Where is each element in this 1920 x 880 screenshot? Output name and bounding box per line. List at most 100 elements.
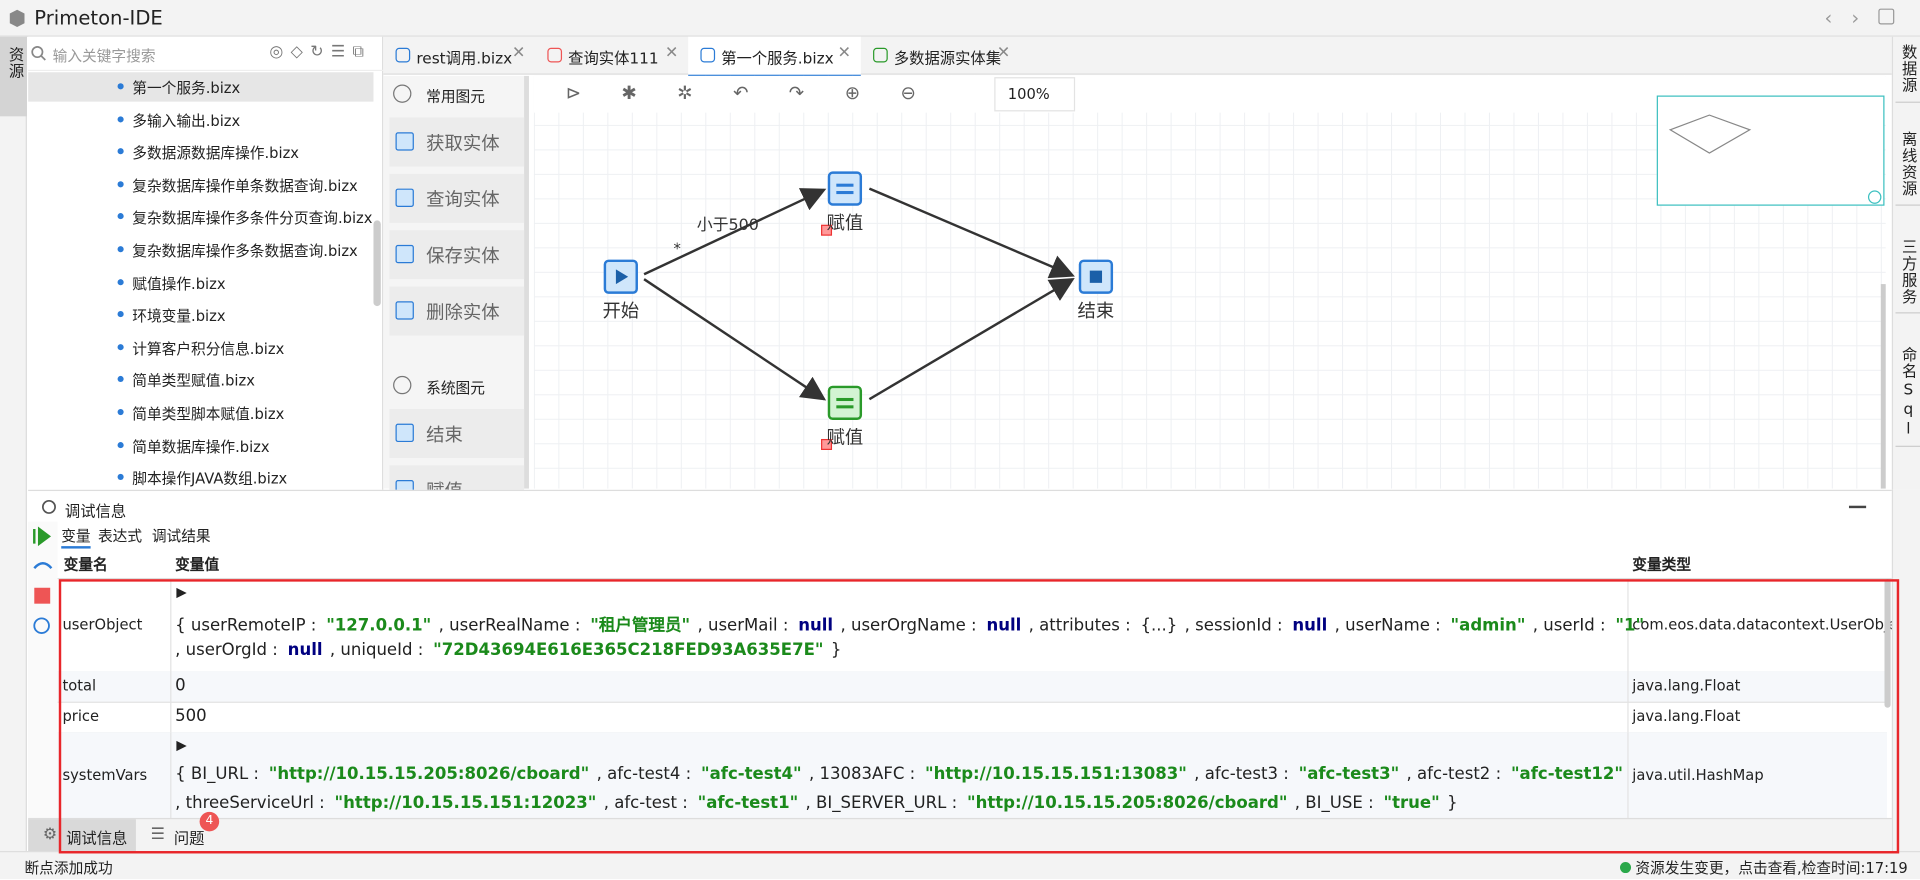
file-item[interactable]: 计算客户积分信息.bizx [28, 333, 373, 362]
bottom-tab[interactable]: ☰ 问题 4 [136, 811, 244, 851]
minimize[interactable] [1848, 505, 1867, 509]
key: , BI_USE : [1294, 793, 1374, 814]
edge[interactable] [643, 278, 827, 401]
debug-tab[interactable]: 表达式 [97, 527, 143, 545]
file-item[interactable]: 多输入输出.bizx [28, 105, 373, 134]
node-glyph [615, 269, 629, 285]
tab-close[interactable]: ✕ [511, 44, 526, 63]
file-name: 第一个服务.bizx [132, 79, 241, 97]
table-scrollbar[interactable] [1884, 579, 1891, 708]
scrollbar[interactable] [373, 220, 381, 307]
dock-tab[interactable]: 资源 [0, 36, 27, 117]
editor-tab[interactable]: 第一个服务.bizx ✕ [688, 36, 861, 78]
variable-name: price [62, 707, 100, 725]
tab-close[interactable]: ✕ [837, 44, 852, 63]
edge[interactable] [868, 277, 1075, 401]
pair: , userId : "1" [1533, 616, 1644, 636]
bottom-tab[interactable]: ⚙ 调试信息 [28, 819, 136, 852]
file-item[interactable]: 第一个服务.bizx [28, 72, 374, 102]
key: , afc-test3 : [1194, 764, 1289, 784]
explorer: 输入关键字搜索 ◎◇↻☰⧉ 第一个服务.bizx 多输入输出.bizx 多数据源数据… [28, 36, 384, 492]
edge[interactable] [643, 188, 827, 276]
palette-item[interactable]: 查询实体 [389, 173, 525, 223]
debug-tab[interactable]: 变量 [61, 525, 91, 549]
variable-row[interactable]: total java.lang.Float 0 [57, 671, 1887, 703]
search-bar[interactable]: 输入关键字搜索 ◎◇↻☰⧉ [28, 37, 384, 72]
variable-row[interactable]: systemVars java.util.HashMap ▶ { BI_URL : "h… [57, 732, 1887, 821]
file-dot [117, 278, 124, 285]
zoom-field[interactable]: 100% [994, 77, 1076, 112]
status-message: 资源发生变更，点击查看,检查时间:17:19 [1635, 859, 1908, 877]
status-right[interactable]: 资源发生变更，点击查看,检查时间:17:19 [1619, 857, 1908, 878]
file-dot [117, 246, 124, 253]
dock-tab[interactable]: 三方服务 [1895, 238, 1920, 313]
dock-tab[interactable]: 数据源 [1895, 44, 1920, 103]
tab-label: 多数据源实体集 [893, 48, 1002, 68]
debug-icon [42, 499, 56, 514]
file-name: 多数据源数据库操作.bizx [132, 144, 299, 162]
file-dot [117, 115, 124, 122]
file-item[interactable]: 多数据源数据库操作.bizx [28, 137, 373, 166]
canvas-scrollbar[interactable] [1880, 284, 1886, 489]
pair: , userMail : null [697, 616, 833, 636]
file-item[interactable]: 赋值操作.bizx [28, 268, 373, 297]
editor-tab[interactable]: rest调用.bizx ✕ [383, 37, 535, 75]
tab-icon: ☰ [150, 825, 165, 844]
window-button[interactable] [1878, 8, 1895, 25]
palette-item[interactable]: 保存实体 [389, 230, 525, 280]
pair: , afc-test2 : "afc-test12" [1407, 764, 1624, 784]
key: , sessionId : [1184, 615, 1283, 636]
dock-tab[interactable]: 离线资源 [1895, 130, 1920, 206]
debug-tab[interactable]: 调试结果 [151, 527, 211, 545]
palette-item[interactable]: 获取实体 [389, 117, 525, 167]
file-item[interactable]: 脚本操作JAVA数组.bizx [28, 463, 373, 492]
file-dot [117, 441, 124, 448]
editor-tab[interactable]: 多数据源实体集 ✕ [861, 37, 1020, 75]
nav-back[interactable]: ‹ [1824, 6, 1833, 30]
palette-group[interactable]: 系统图元 [383, 367, 524, 404]
col-divider [1627, 732, 1629, 820]
variable-type: java.util.HashMap [1632, 765, 1764, 784]
edge[interactable] [868, 187, 1075, 279]
tab-close[interactable]: ✕ [996, 44, 1011, 63]
file-item[interactable]: 复杂数据库操作单条数据查询.bizx [28, 170, 373, 199]
breakpoint [821, 438, 833, 451]
node [827, 171, 863, 206]
editor-tab[interactable]: 查询实体111 ✕ [535, 37, 688, 75]
tab-icon: ⚙ [42, 825, 58, 844]
value: "http://10.15.15.205:8026/cboard" [268, 764, 590, 784]
expand-arrow[interactable]: ▶ [176, 584, 187, 601]
item-label: 保存实体 [426, 244, 500, 267]
value: null [986, 615, 1022, 636]
palette-item[interactable]: 结束 [389, 408, 525, 458]
file-item[interactable]: 复杂数据库操作多条数据查询.bizx [28, 235, 373, 264]
value: null [287, 640, 323, 661]
search-placeholder: 输入关键字搜索 [52, 47, 156, 65]
pair: , uniqueId : "72D43694E616E365C218FED93A6… [330, 640, 824, 660]
key: , afc-test : [603, 793, 688, 814]
toolbar-icons[interactable]: ⊳✱✲↶↷⊕⊖ [565, 82, 957, 105]
dock-tab[interactable]: 命名Sql [1895, 346, 1920, 447]
palette-group[interactable]: 常用图元 [383, 76, 524, 113]
col-divider [170, 732, 172, 820]
tab-label: 调试信息 [66, 828, 128, 848]
nav-forward[interactable]: › [1851, 6, 1860, 30]
pair: , BI_SERVER_URL : "http://10.15.15.205:80… [806, 793, 1288, 813]
palette-item[interactable]: 删除实体 [389, 286, 525, 336]
expand-arrow[interactable]: ▶ [176, 737, 187, 754]
node-glyph [836, 191, 854, 195]
file-item[interactable]: 环境变量.bizx [28, 300, 373, 329]
file-item[interactable]: 简单类型赋值.bizx [28, 365, 373, 394]
pair: , threeServiceUrl : "http://10.15.15.151:… [175, 793, 596, 813]
tab-close[interactable]: ✕ [665, 44, 679, 63]
file-item[interactable]: 简单数据库操作.bizx [28, 431, 373, 460]
file-item[interactable]: 复杂数据库操作多条件分页查询.bizx [28, 203, 373, 232]
file-item[interactable]: 简单类型脚本赋值.bizx [28, 398, 373, 427]
file-dot [117, 180, 124, 188]
debug-buttons[interactable] [28, 522, 57, 669]
value: "72D43694E616E365C218FED93A635E7E" [433, 640, 824, 661]
explorer-tools[interactable]: ◎◇↻☰⧉ [269, 42, 372, 62]
pair: { BI_URL : "http://10.15.15.205:8026/cboa… [175, 764, 589, 784]
